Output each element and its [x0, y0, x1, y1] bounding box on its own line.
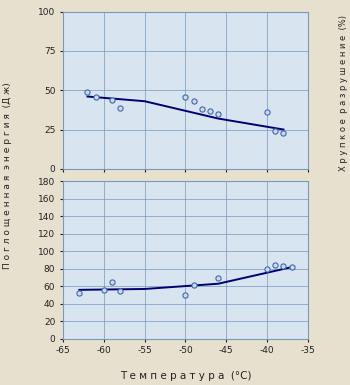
Point	[215, 275, 221, 281]
Point	[281, 263, 286, 270]
Point	[289, 264, 294, 270]
Point	[273, 128, 278, 134]
Point	[273, 261, 278, 268]
Point	[117, 104, 123, 110]
Text: П о г л о щ е н н а я  э н е р г и я  (Д ж): П о г л о щ е н н а я э н е р г и я (Д ж…	[4, 82, 13, 269]
Point	[109, 97, 115, 103]
Text: Т е м п е р а т у р а  (°C): Т е м п е р а т у р а (°C)	[120, 371, 251, 381]
Point	[77, 290, 82, 296]
Point	[117, 288, 123, 294]
Point	[85, 89, 90, 95]
Point	[191, 98, 196, 104]
Text: Х р у п к о е  р а з р у ш е н и е  (%): Х р у п к о е р а з р у ш е н и е (%)	[339, 15, 348, 171]
Point	[215, 111, 221, 117]
Point	[183, 94, 188, 100]
Point	[93, 94, 98, 100]
Point	[191, 281, 196, 288]
Point	[264, 266, 270, 272]
Point	[207, 107, 213, 114]
Point	[281, 130, 286, 136]
Point	[199, 106, 205, 112]
Point	[183, 292, 188, 298]
Point	[264, 109, 270, 116]
Point	[109, 279, 115, 285]
Point	[101, 287, 107, 293]
